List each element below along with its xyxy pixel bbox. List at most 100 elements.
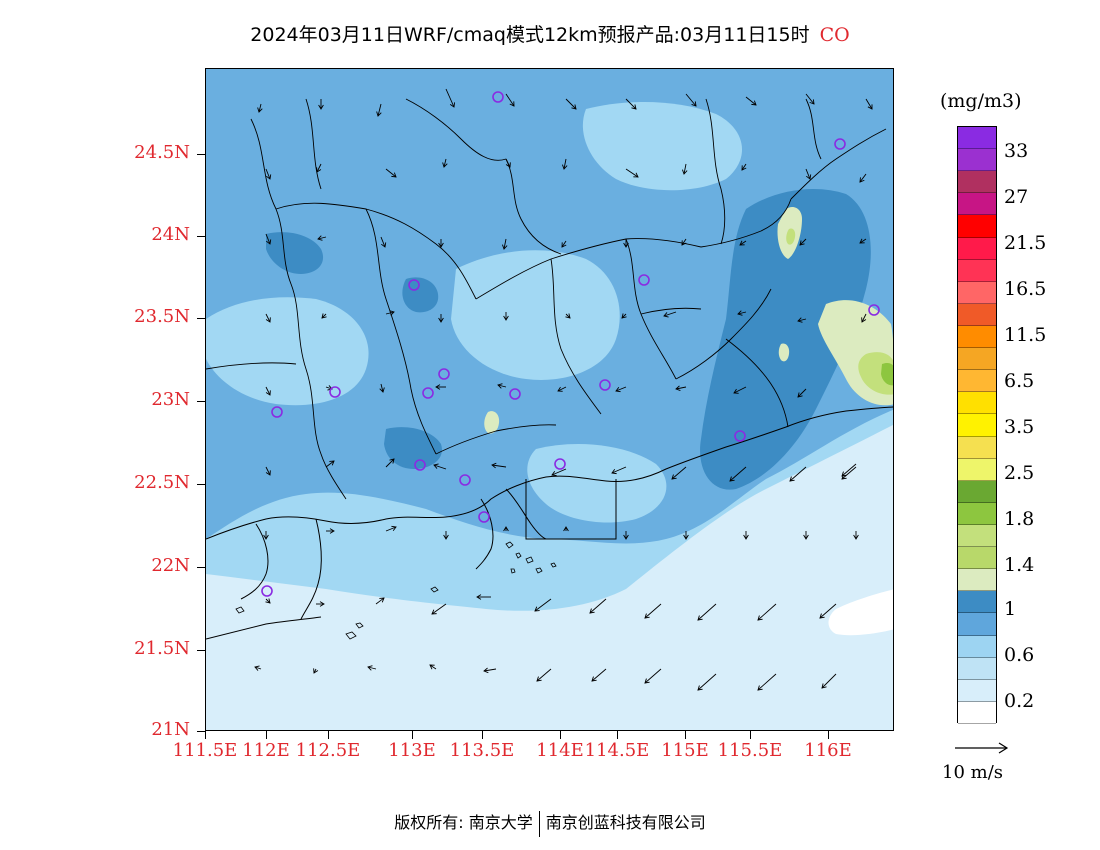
wind-vector — [797, 317, 807, 323]
longitude-tick — [750, 731, 751, 739]
wind-vector — [859, 238, 867, 244]
coastline — [206, 406, 893, 640]
longitude-tick — [482, 731, 483, 739]
wind-vector — [859, 173, 867, 183]
color-bar-label: 3.5 — [1004, 416, 1035, 438]
color-bar-segment — [958, 127, 996, 150]
color-bar-segment — [958, 370, 996, 393]
color-bar-segment — [958, 281, 996, 304]
longitude-label: 114.5E — [584, 740, 650, 761]
color-bar-segment — [958, 215, 996, 238]
longitude-tick — [828, 731, 829, 739]
latitude-tick — [197, 650, 205, 651]
longitude-tick — [617, 731, 618, 739]
wind-vector — [442, 158, 448, 168]
wind-vector — [819, 603, 837, 619]
color-bar-segment — [958, 480, 996, 503]
longitude-tick — [205, 731, 206, 739]
color-bar-segment — [958, 348, 996, 371]
wind-vector — [505, 93, 515, 107]
wind-vector — [799, 238, 807, 246]
latitude-tick — [197, 731, 205, 732]
wind-vector — [644, 603, 662, 619]
longitude-label: 113E — [388, 740, 436, 761]
light-green-east — [858, 352, 893, 395]
color-bar-segment — [958, 325, 996, 349]
color-bar-label: 2.5 — [1004, 462, 1035, 484]
color-bar-segment — [958, 237, 996, 260]
wind-vector — [644, 668, 662, 684]
wind-vector — [265, 233, 272, 245]
color-bar-label: 0.6 — [1004, 644, 1035, 666]
wind-vector — [685, 93, 697, 107]
longitude-tick — [412, 731, 413, 739]
wind-vector — [265, 386, 271, 396]
color-bar-segment — [958, 701, 996, 724]
color-bar-segment — [958, 149, 996, 172]
wind-vector — [561, 240, 567, 248]
wind-vector — [697, 603, 717, 621]
dark-patch-central — [384, 427, 442, 469]
station-marker — [554, 458, 566, 470]
station-marker — [459, 474, 471, 486]
wind-reference-arrow — [955, 742, 1009, 754]
station-marker — [509, 388, 521, 400]
wind-vector — [681, 238, 687, 246]
longitude-label: 115.5E — [717, 740, 783, 761]
color-bar-label: 6.5 — [1004, 370, 1035, 392]
dark-patch-small — [402, 277, 439, 313]
wind-vector — [483, 667, 497, 674]
wind-vector — [797, 388, 807, 398]
wind-vector — [503, 312, 509, 321]
latitude-label: 22N — [151, 555, 190, 576]
wind-vector — [376, 103, 382, 117]
wind-vector — [385, 310, 395, 316]
longitude-tick — [328, 731, 329, 739]
wind-vector — [757, 673, 777, 691]
dark-patch-west — [266, 232, 324, 274]
light-green-north — [786, 228, 796, 245]
wind-vector — [375, 597, 385, 605]
color-bar-segment — [958, 635, 996, 658]
station-marker — [422, 387, 434, 399]
wind-vector — [265, 598, 271, 604]
color-bar-segment — [958, 547, 996, 570]
latitude-label: 21.5N — [134, 638, 190, 659]
wind-vector — [316, 163, 322, 173]
wind-vector — [841, 463, 857, 477]
wind-vector — [429, 664, 437, 670]
color-bar — [957, 126, 997, 724]
wind-vector — [697, 673, 717, 691]
wind-vector — [563, 526, 569, 532]
title-species: CO — [819, 24, 850, 46]
wind-vector — [476, 594, 491, 600]
color-bar-segment — [958, 657, 996, 680]
wind-vector — [683, 531, 689, 540]
map-title: 2024年03月11日WRF/cmaq模式12km预报产品:03月11日15时 C… — [0, 20, 1100, 47]
wind-vector — [385, 458, 395, 468]
pale-green-central — [484, 411, 500, 434]
concentration-map — [206, 69, 893, 730]
color-bar-segment — [958, 524, 996, 548]
latitude-label: 22.5N — [134, 472, 190, 493]
wind-vector — [841, 466, 857, 480]
wind-vector — [805, 168, 812, 180]
longitude-label: 115E — [661, 740, 709, 761]
pale-green-south — [778, 343, 790, 362]
wind-vector — [497, 383, 507, 389]
wind-vector — [534, 598, 552, 612]
latitude-tick — [197, 236, 205, 237]
wind-vector — [557, 386, 567, 392]
footer: 版权所有: 南京大学 南京创蓝科技有限公司 — [0, 809, 1100, 837]
color-bar-label: 33 — [1004, 140, 1029, 162]
map-panel — [205, 68, 894, 731]
wind-vector — [503, 526, 509, 532]
longitude-label: 113.5E — [449, 740, 515, 761]
color-bar-label: 1.8 — [1004, 508, 1035, 530]
wind-vector — [491, 462, 507, 469]
color-bar-label: 16.5 — [1004, 278, 1047, 300]
wind-vector — [316, 601, 325, 607]
white-patch-sea — [828, 589, 893, 636]
wind-vector — [671, 466, 687, 480]
longitude-tick — [685, 731, 686, 739]
